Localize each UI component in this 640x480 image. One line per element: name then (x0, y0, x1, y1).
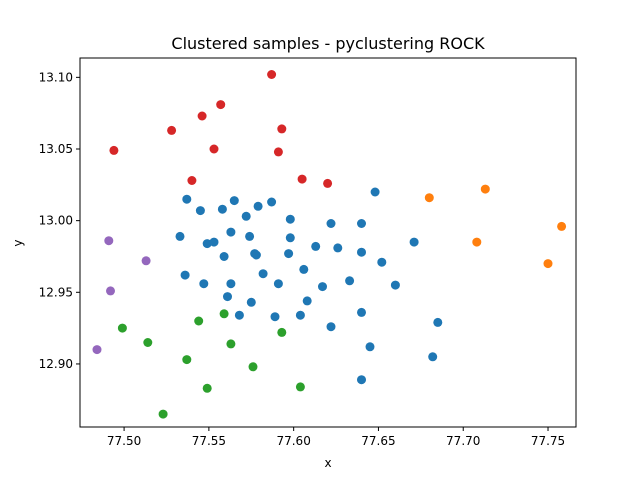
point-cluster-1-4 (229, 196, 239, 206)
point-cluster-1-29 (226, 279, 236, 289)
x-axis-label: x (324, 456, 331, 470)
point-cluster-1-27 (180, 270, 190, 280)
point-cluster-1-21 (284, 249, 294, 259)
point-cluster-1-24 (357, 247, 366, 257)
point-cluster-1-20 (251, 250, 261, 260)
point-cluster-2-3 (472, 237, 482, 247)
point-cluster-1-17 (285, 233, 295, 243)
point-cluster-1-1 (182, 194, 192, 204)
x-axis-ticks: 77.50 77.55 77.60 77.65 77.70 77.75 (107, 427, 565, 448)
point-cluster-1-40 (270, 312, 280, 322)
point-cluster-1-44 (433, 317, 443, 327)
point-cluster-4-1 (267, 70, 277, 79)
chart-title: Clustered samples - pyclustering ROCK (171, 34, 485, 53)
point-cluster-1-2 (195, 206, 205, 216)
point-cluster-1-10 (357, 219, 366, 228)
y-tick-label: 12.95 (39, 285, 73, 299)
y-axis-label: y (11, 239, 25, 246)
x-tick-label: 77.60 (276, 434, 310, 448)
point-cluster-1-43 (357, 307, 366, 317)
x-tick-label: 77.75 (531, 434, 565, 448)
point-cluster-1-30 (258, 269, 268, 279)
point-cluster-1-37 (302, 296, 312, 306)
point-cluster-4-9 (187, 176, 197, 185)
point-cluster-1-35 (223, 292, 232, 302)
point-cluster-1-7 (267, 197, 277, 207)
point-cluster-1-23 (333, 243, 343, 253)
point-cluster-4-3 (197, 111, 207, 121)
point-cluster-1-33 (345, 276, 355, 286)
point-cluster-1-39 (234, 310, 244, 320)
point-cluster-1-8 (285, 214, 295, 224)
point-cluster-1-6 (253, 201, 263, 211)
point-cluster-1-34 (390, 280, 400, 290)
point-cluster-1-25 (377, 257, 387, 267)
point-cluster-3-4 (143, 338, 153, 347)
point-cluster-3-11 (158, 409, 168, 419)
point-cluster-1-12 (175, 231, 185, 241)
point-cluster-1-11 (370, 187, 380, 197)
point-cluster-3-7 (182, 355, 192, 365)
x-tick-label: 77.55 (192, 434, 226, 448)
point-cluster-2-4 (557, 221, 567, 231)
point-cluster-1-36 (246, 297, 256, 307)
point-cluster-1-42 (326, 322, 336, 332)
plot-frame (79, 57, 577, 428)
point-cluster-3-6 (277, 327, 287, 337)
point-cluster-4-4 (167, 125, 177, 135)
point-cluster-2-5 (543, 259, 553, 269)
point-cluster-4-10 (297, 174, 307, 184)
point-cluster-3-3 (117, 323, 127, 333)
x-tick-label: 77.65 (361, 434, 395, 448)
point-cluster-4-7 (209, 144, 219, 154)
point-cluster-5-4 (92, 345, 102, 355)
x-tick-label: 77.50 (107, 434, 141, 448)
point-cluster-4-11 (323, 178, 333, 188)
point-cluster-1-47 (357, 375, 366, 385)
point-cluster-1-14 (209, 237, 219, 247)
point-cluster-4-5 (277, 124, 287, 134)
point-cluster-3-5 (226, 339, 236, 349)
point-cluster-3-2 (219, 309, 229, 319)
point-cluster-1-22 (311, 241, 321, 251)
point-cluster-1-45 (365, 342, 375, 352)
point-cluster-3-9 (202, 383, 212, 393)
point-cluster-4-8 (273, 147, 283, 157)
point-cluster-1-32 (299, 264, 309, 274)
y-tick-label: 13.10 (39, 70, 73, 84)
x-tick-label: 77.70 (446, 434, 480, 448)
point-cluster-3-10 (295, 382, 305, 392)
point-cluster-1-9 (326, 219, 336, 228)
point-cluster-1-26 (409, 237, 419, 247)
y-tick-label: 13.05 (39, 142, 73, 156)
y-axis-ticks: 12.90 12.95 13.00 13.05 13.10 (39, 70, 80, 371)
point-cluster-1-16 (245, 231, 255, 241)
point-cluster-3-8 (248, 362, 258, 372)
point-cluster-2-2 (480, 184, 490, 194)
y-tick-label: 12.90 (39, 357, 73, 371)
data-points (92, 70, 567, 419)
point-cluster-1-18 (219, 252, 229, 261)
point-cluster-1-46 (428, 352, 438, 362)
point-cluster-1-13 (202, 239, 212, 249)
point-cluster-2-1 (424, 193, 434, 203)
point-cluster-1-3 (217, 204, 227, 214)
point-cluster-5-2 (141, 256, 151, 266)
point-cluster-5-1 (104, 236, 114, 246)
point-cluster-1-5 (241, 211, 251, 221)
point-cluster-3-1 (194, 316, 204, 326)
point-cluster-1-31 (273, 279, 283, 289)
point-cluster-1-41 (295, 310, 305, 320)
point-cluster-4-2 (216, 100, 226, 110)
point-cluster-4-6 (109, 145, 119, 155)
point-cluster-5-3 (106, 286, 115, 296)
y-tick-label: 13.00 (39, 214, 73, 228)
point-cluster-1-28 (199, 279, 209, 289)
point-cluster-1-38 (318, 282, 327, 292)
point-cluster-1-15 (226, 227, 236, 237)
